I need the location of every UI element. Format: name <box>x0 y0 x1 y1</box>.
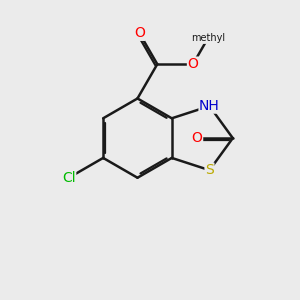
Text: NH: NH <box>199 99 220 113</box>
Text: O: O <box>192 131 203 145</box>
Text: O: O <box>188 57 198 71</box>
Text: O: O <box>134 26 145 40</box>
Text: Cl: Cl <box>62 171 76 185</box>
Text: methyl: methyl <box>191 33 225 43</box>
Text: S: S <box>205 163 214 177</box>
